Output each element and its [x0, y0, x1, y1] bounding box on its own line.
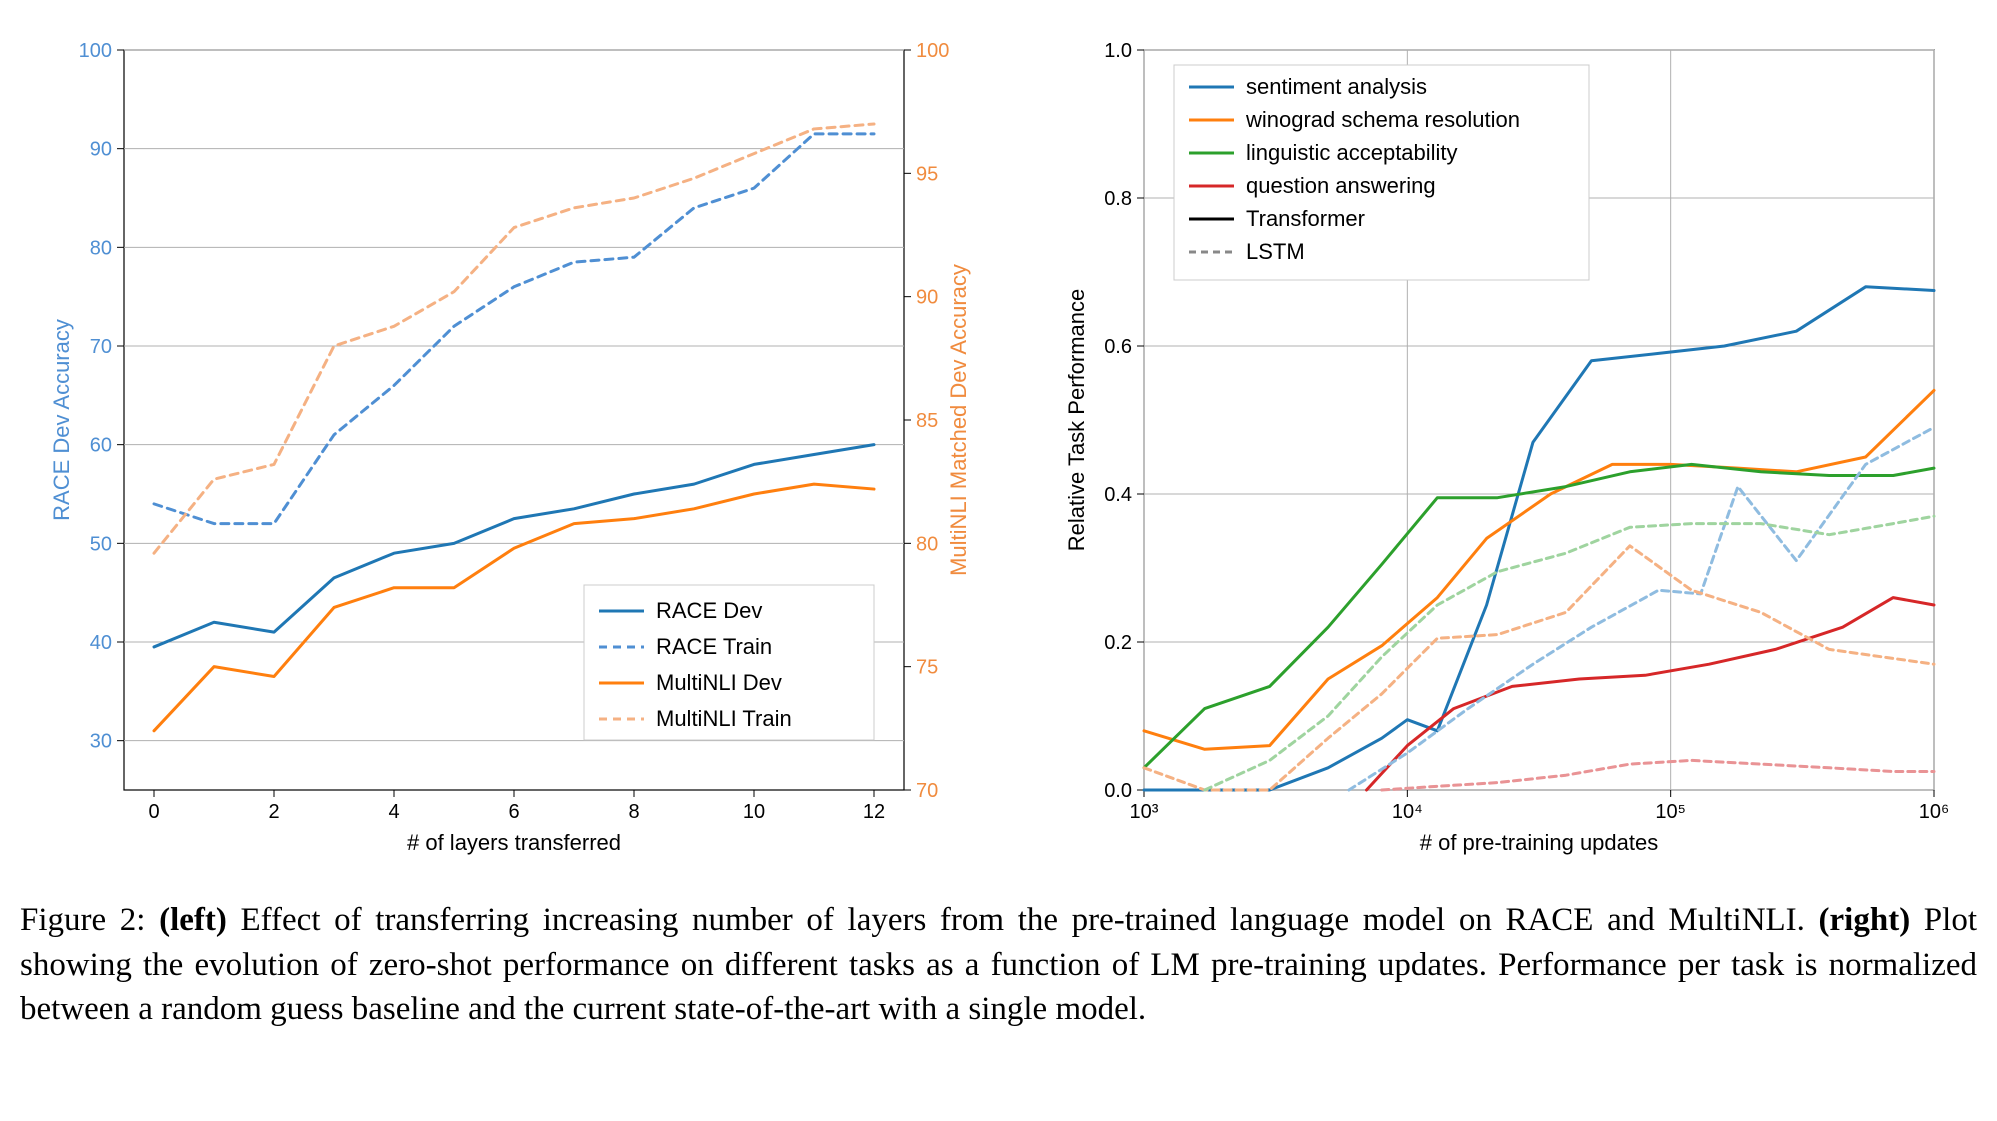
svg-text:MultiNLI Matched Dev Accuracy: MultiNLI Matched Dev Accuracy [946, 264, 971, 576]
caption-left-bold: (left) [159, 902, 227, 938]
svg-text:0.8: 0.8 [1104, 188, 1132, 210]
svg-text:95: 95 [916, 163, 938, 185]
right-chart-panel: 10³ 10⁴ 10⁵ 10⁶ 0.0 0.2 0.4 0.6 0.8 1.0 # of pre-t… [1044, 20, 1974, 870]
svg-text:winograd schema resolution: winograd schema resolution [1245, 107, 1520, 132]
figure-caption: Figure 2: (left) Effect of transferring … [20, 898, 1977, 1032]
svg-text:MultiNLI Train: MultiNLI Train [656, 706, 792, 731]
svg-text:60: 60 [89, 435, 111, 457]
svg-text:80: 80 [89, 237, 111, 259]
svg-text:linguistic acceptability: linguistic acceptability [1246, 140, 1458, 165]
right-chart-svg: 10³ 10⁴ 10⁵ 10⁶ 0.0 0.2 0.4 0.6 0.8 1.0 # of pre-t… [1044, 20, 1974, 870]
svg-text:75: 75 [916, 657, 938, 679]
svg-text:0.2: 0.2 [1104, 632, 1132, 654]
svg-text:70: 70 [89, 336, 111, 358]
svg-text:RACE Dev Accuracy: RACE Dev Accuracy [49, 319, 74, 521]
svg-text:10: 10 [742, 801, 764, 823]
svg-text:Transformer: Transformer [1246, 206, 1365, 231]
svg-text:2: 2 [268, 801, 279, 823]
left-chart-svg: 0 2 4 6 8 10 12 30 40 50 60 70 80 90 100 70 75 80 85 90 95 10… [24, 20, 984, 870]
svg-text:90: 90 [916, 287, 938, 309]
svg-text:90: 90 [89, 139, 111, 161]
svg-text:8: 8 [628, 801, 639, 823]
svg-text:4: 4 [388, 801, 399, 823]
svg-text:LSTM: LSTM [1246, 239, 1305, 264]
svg-text:0: 0 [148, 801, 159, 823]
figure-2: 0 2 4 6 8 10 12 30 40 50 60 70 80 90 100 70 75 80 85 90 95 10… [20, 20, 1977, 1032]
svg-text:0.0: 0.0 [1104, 780, 1132, 802]
caption-left-text: Effect of transferring increasing number… [227, 902, 1819, 938]
svg-text:# of layers transferred: # of layers transferred [407, 830, 621, 855]
svg-text:30: 30 [89, 731, 111, 753]
svg-text:10⁴: 10⁴ [1391, 801, 1422, 823]
svg-text:100: 100 [916, 40, 949, 62]
svg-text:10³: 10³ [1129, 801, 1158, 823]
svg-text:70: 70 [916, 780, 938, 802]
svg-text:85: 85 [916, 410, 938, 432]
svg-text:MultiNLI Dev: MultiNLI Dev [656, 670, 782, 695]
svg-text:100: 100 [78, 40, 111, 62]
svg-text:80: 80 [916, 533, 938, 555]
svg-text:question answering: question answering [1246, 173, 1436, 198]
svg-text:0.6: 0.6 [1104, 336, 1132, 358]
svg-text:10⁵: 10⁵ [1655, 801, 1686, 823]
svg-text:1.0: 1.0 [1104, 40, 1132, 62]
caption-prefix: Figure 2: [20, 902, 159, 938]
svg-text:Relative Task Performance: Relative Task Performance [1064, 289, 1089, 552]
svg-text:6: 6 [508, 801, 519, 823]
svg-text:0.4: 0.4 [1104, 484, 1132, 506]
svg-text:40: 40 [89, 632, 111, 654]
svg-text:10⁶: 10⁶ [1918, 801, 1948, 823]
left-chart-panel: 0 2 4 6 8 10 12 30 40 50 60 70 80 90 100 70 75 80 85 90 95 10… [24, 20, 984, 870]
svg-text:50: 50 [89, 533, 111, 555]
svg-text:12: 12 [862, 801, 884, 823]
svg-text:RACE Dev: RACE Dev [656, 598, 762, 623]
svg-text:sentiment analysis: sentiment analysis [1246, 74, 1427, 99]
caption-right-bold: (right) [1819, 902, 1911, 938]
svg-text:# of pre-training updates: # of pre-training updates [1419, 830, 1658, 855]
svg-text:RACE Train: RACE Train [656, 634, 772, 659]
